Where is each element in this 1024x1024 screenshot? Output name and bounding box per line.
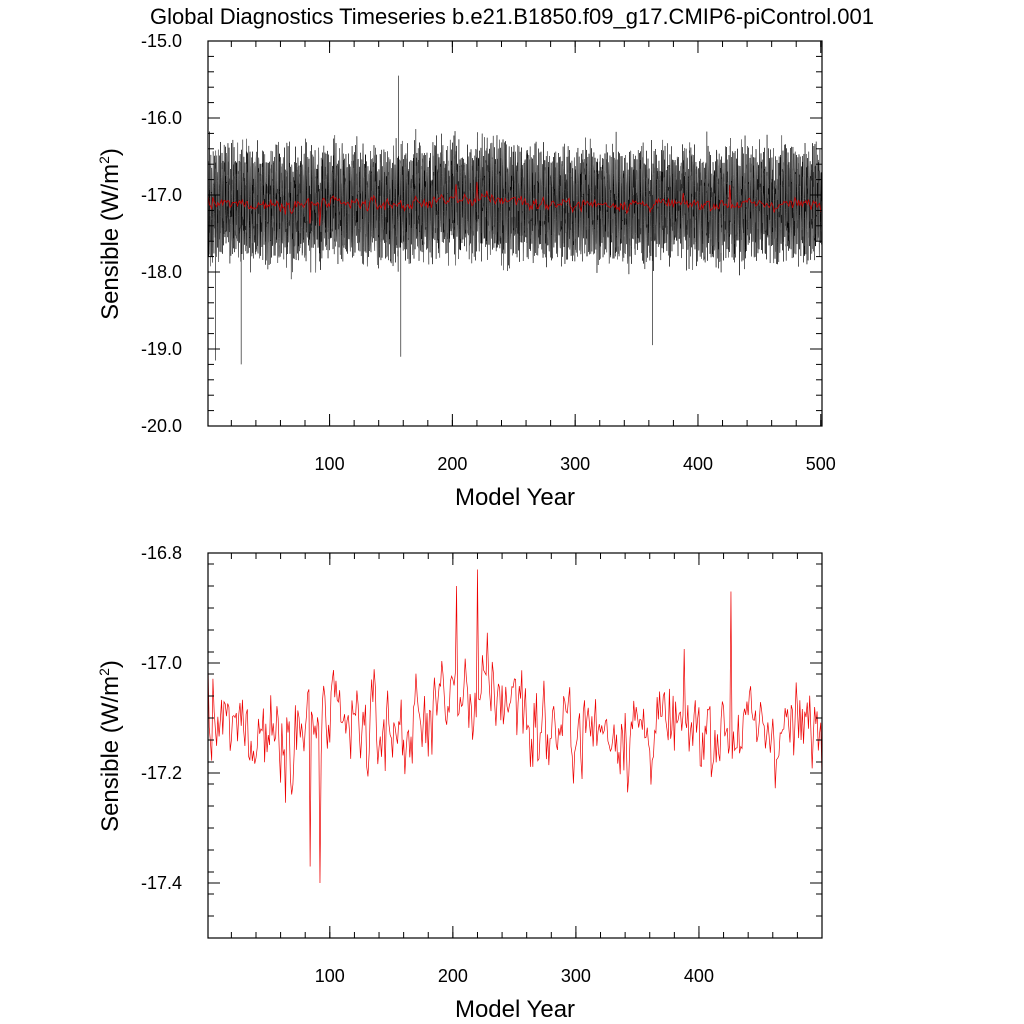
top-y-tick-labels: -20.0 -19.0 -18.0 -17.0 -16.0 -15.0 xyxy=(141,31,182,436)
top-x-tick-label: 100 xyxy=(315,454,345,474)
bottom-ticks xyxy=(208,552,823,939)
bottom-y-tick-label: -17.0 xyxy=(141,653,182,673)
figure-title: Global Diagnostics Timeseries b.e21.B185… xyxy=(150,4,874,29)
top-x-tick-label: 300 xyxy=(560,454,590,474)
top-annual-line xyxy=(207,181,822,226)
bottom-x-axis-label: Model Year xyxy=(455,996,575,1023)
bottom-plot-frame xyxy=(207,552,823,939)
bottom-panel: -17.4 -17.2 -17.0 -16.8 100 200 300 400 Model … xyxy=(96,543,823,1023)
top-y-tick-label: -15.0 xyxy=(141,31,182,51)
top-annual-series xyxy=(207,181,822,226)
bottom-x-tick-label: 100 xyxy=(315,966,345,986)
bottom-x-tick-label: 300 xyxy=(561,966,591,986)
top-y-tick-label: -16.0 xyxy=(141,108,182,128)
top-x-tick-labels: 100 200 300 400 500 xyxy=(315,454,836,474)
bottom-y-tick-labels: -17.4 -17.2 -17.0 -16.8 xyxy=(141,543,182,893)
bottom-y-tick-label: -17.2 xyxy=(141,763,182,783)
top-plot-frame xyxy=(207,40,823,427)
top-y-tick-label: -18.0 xyxy=(141,262,182,282)
top-ticks xyxy=(208,40,822,427)
top-x-tick-label: 400 xyxy=(683,454,713,474)
top-x-tick-label: 500 xyxy=(806,454,836,474)
bottom-y-axis-label: Sensible (W/m2) xyxy=(96,660,124,832)
top-monthly-line xyxy=(207,129,823,280)
bottom-annual-line xyxy=(207,569,823,884)
top-y-tick-label: -20.0 xyxy=(141,416,182,436)
top-y-axis-label: Sensible (W/m2) xyxy=(96,148,124,320)
top-monthly-series xyxy=(207,75,823,365)
bottom-y-tick-label: -16.8 xyxy=(141,543,182,563)
bottom-x-tick-labels: 100 200 300 400 xyxy=(315,966,714,986)
top-panel: -20.0 -19.0 -18.0 -17.0 -16.0 -15.0 100 200 300… xyxy=(96,31,836,511)
bottom-y-tick-label: -17.4 xyxy=(141,873,182,893)
bottom-x-tick-label: 400 xyxy=(684,966,714,986)
top-x-axis-label: Model Year xyxy=(455,484,575,511)
top-y-tick-label: -19.0 xyxy=(141,339,182,359)
bottom-x-tick-label: 200 xyxy=(438,966,468,986)
bottom-annual-series xyxy=(207,569,823,884)
top-x-tick-label: 200 xyxy=(437,454,467,474)
top-y-tick-label: -17.0 xyxy=(141,185,182,205)
